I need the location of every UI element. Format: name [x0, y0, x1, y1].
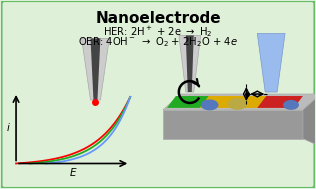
Ellipse shape — [201, 99, 219, 110]
Polygon shape — [90, 38, 100, 100]
Text: E: E — [70, 168, 76, 178]
Polygon shape — [186, 35, 194, 92]
Text: OER: 4OH$^-$ $\rightarrow$ O$_2$ + 2H$_2$O + 4$e$: OER: 4OH$^-$ $\rightarrow$ O$_2$ + 2H$_2… — [78, 35, 238, 49]
Text: HER: 2H$^+$ + 2e $\rightarrow$ H$_2$: HER: 2H$^+$ + 2e $\rightarrow$ H$_2$ — [103, 25, 213, 40]
Polygon shape — [163, 94, 316, 110]
Polygon shape — [82, 38, 109, 100]
Polygon shape — [167, 96, 219, 108]
Text: Nanoelectrode: Nanoelectrode — [95, 11, 221, 26]
Polygon shape — [200, 96, 273, 108]
Polygon shape — [257, 96, 303, 108]
Polygon shape — [257, 33, 285, 92]
Polygon shape — [303, 94, 316, 147]
Text: i: i — [7, 123, 9, 133]
Polygon shape — [179, 35, 201, 92]
Ellipse shape — [283, 100, 299, 110]
Ellipse shape — [228, 98, 247, 110]
Polygon shape — [163, 110, 303, 139]
